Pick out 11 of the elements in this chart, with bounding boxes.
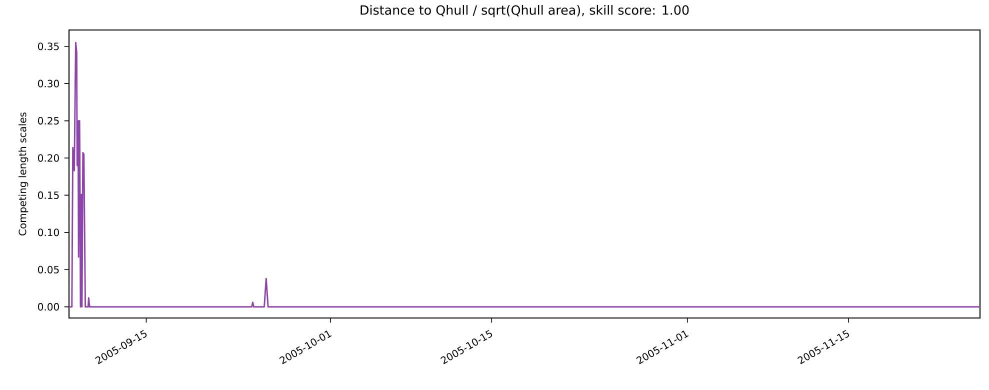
line-series: [69, 42, 980, 308]
y-tick-label: 0.25: [38, 117, 59, 125]
y-tick-label: 0.10: [38, 228, 59, 236]
y-tick-label: 0.35: [38, 42, 59, 50]
y-tick-label: 0.20: [38, 154, 59, 162]
y-tick-label: 0.30: [38, 80, 59, 88]
y-tick-label: 0.05: [38, 266, 59, 274]
chart-title: Distance to Qhull / sqrt(Qhull area), skill score: 1.00: [360, 5, 689, 18]
y-tick-label: 0.00: [38, 303, 59, 311]
y-tick-label: 0.15: [38, 191, 59, 199]
y-axis-title: Competing length scales: [18, 112, 28, 236]
